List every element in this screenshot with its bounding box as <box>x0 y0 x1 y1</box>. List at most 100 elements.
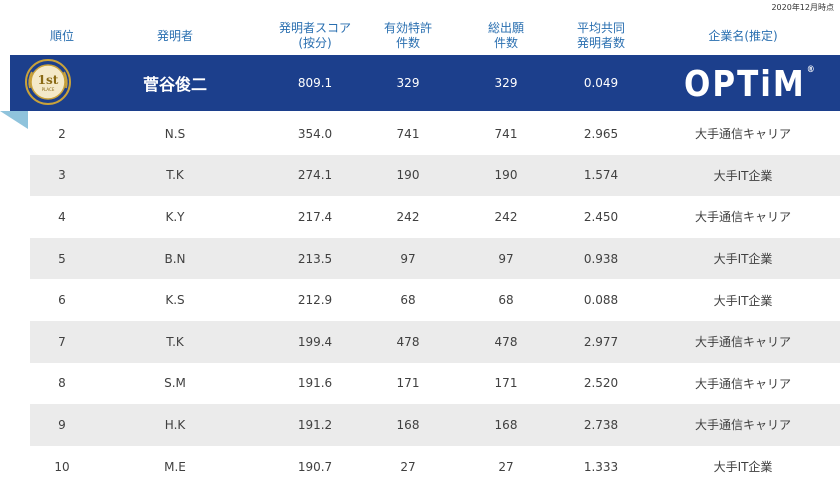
header-inventor: 発明者 <box>156 28 193 43</box>
row-rank: 6 <box>58 293 66 308</box>
row-rank: 7 <box>58 334 66 349</box>
header-score: 発明者スコア (按分) <box>270 21 360 51</box>
table-row: 4 K.Y 217.4 242 242 2.450 大手通信キャリア <box>0 196 840 238</box>
header-patents: 有効特許 件数 <box>375 21 441 51</box>
row-company: 大手IT企業 <box>713 293 773 308</box>
row-coinventors: 2.520 <box>583 376 619 391</box>
table-row: 8 S.M 191.6 171 171 2.520 大手通信キャリア <box>0 363 840 405</box>
row-score: 191.6 <box>297 376 333 391</box>
row-score: 354.0 <box>297 126 333 141</box>
table-row: 9 H.K 191.2 168 168 2.738 大手通信キャリア <box>30 404 840 446</box>
row-patents: 190 <box>396 168 420 183</box>
date-note: 2020年12月時点 <box>771 3 834 12</box>
first-inventor: 菅谷俊二 <box>142 75 207 94</box>
row-company: 大手通信キャリア <box>694 335 791 350</box>
row-score: 212.9 <box>297 293 333 308</box>
row-applications: 97 <box>498 251 514 266</box>
row-score: 217.4 <box>297 209 333 224</box>
row-company: 大手IT企業 <box>713 168 773 183</box>
row-company: 大手通信キャリア <box>694 376 791 391</box>
table-header: 順位 発明者 発明者スコア (按分) 有効特許 件数 総出願 件数 平均共同 発… <box>0 16 840 56</box>
table-row: 6 K.S 212.9 68 68 0.088 大手IT企業 <box>0 279 840 321</box>
header-patents-line2: 件数 <box>395 36 420 50</box>
row-coinventors: 0.938 <box>583 251 619 266</box>
header-rank: 順位 <box>49 28 74 43</box>
row-applications: 242 <box>494 209 518 224</box>
medal-sub-text: PLACE <box>42 87 55 92</box>
table-row: 10 M.E 190.7 27 27 1.333 大手IT企業 <box>0 446 840 487</box>
row-inventor: B.N <box>164 251 186 266</box>
row-patents: 68 <box>400 293 416 308</box>
row-company: 大手通信キャリア <box>694 418 791 433</box>
row-patents: 171 <box>396 376 420 391</box>
row-coinventors: 1.574 <box>583 168 619 183</box>
ribbon-fold <box>0 111 28 129</box>
row-rank: 3 <box>58 168 66 183</box>
row-rank: 4 <box>58 209 66 224</box>
header-score-line2: (按分) <box>298 36 332 50</box>
row-score: 190.7 <box>297 459 333 474</box>
row-patents: 27 <box>400 459 416 474</box>
row-applications: 190 <box>494 168 518 183</box>
row-score: 274.1 <box>297 168 333 183</box>
row-inventor: K.S <box>165 293 185 308</box>
header-coinventors: 平均共同 発明者数 <box>560 21 642 51</box>
header-applications: 総出願 件数 <box>473 21 539 51</box>
medal-text: 1st <box>38 73 59 87</box>
row-patents: 97 <box>400 251 416 266</box>
row-patents: 478 <box>396 334 420 349</box>
row-score: 213.5 <box>297 251 333 266</box>
first-coinventors: 0.049 <box>583 76 619 90</box>
row-inventor: H.K <box>164 417 186 432</box>
row-applications: 171 <box>494 376 518 391</box>
row-company: 大手IT企業 <box>713 460 773 475</box>
row-inventor: K.Y <box>165 209 185 224</box>
row-coinventors: 2.450 <box>583 209 619 224</box>
row-company: 大手IT企業 <box>713 252 773 267</box>
row-coinventors: 1.333 <box>583 459 619 474</box>
table-row: 3 T.K 274.1 190 190 1.574 大手IT企業 <box>30 154 840 197</box>
header-patents-line1: 有効特許 <box>383 21 432 35</box>
row-applications: 478 <box>494 334 518 349</box>
table-row: 2 N.S 354.0 741 741 2.965 大手通信キャリア <box>0 113 840 155</box>
first-patents: 329 <box>396 76 420 90</box>
optim-logo-mark: ® <box>806 64 815 75</box>
row-applications: 68 <box>498 293 514 308</box>
first-place-medal-icon: 1st PLACE <box>25 59 71 105</box>
table-row: 5 B.N 213.5 97 97 0.938 大手IT企業 <box>30 237 840 280</box>
header-coinventors-line2: 発明者数 <box>576 36 625 50</box>
row-coinventors: 2.965 <box>583 126 619 141</box>
row-patents: 242 <box>396 209 420 224</box>
row-inventor: S.M <box>164 376 186 391</box>
row-coinventors: 2.977 <box>583 334 619 349</box>
row-score: 199.4 <box>297 334 333 349</box>
row-score: 191.2 <box>297 417 333 432</box>
row-applications: 27 <box>498 459 514 474</box>
row-patents: 168 <box>396 417 420 432</box>
row-coinventors: 2.738 <box>583 417 619 432</box>
row-rank: 2 <box>58 126 66 141</box>
row-applications: 168 <box>494 417 518 432</box>
header-applications-line2: 件数 <box>493 36 518 50</box>
row-rank: 9 <box>58 417 66 432</box>
row-inventor: M.E <box>164 459 186 474</box>
header-company: 企業名(推定) <box>708 28 778 43</box>
optim-logo: OPTiM® <box>684 64 815 105</box>
row-coinventors: 0.088 <box>583 293 619 308</box>
first-applications: 329 <box>494 76 518 90</box>
header-applications-line1: 総出願 <box>487 21 524 35</box>
first-place-row: 菅谷俊二 809.1 329 329 0.049 <box>10 55 840 111</box>
header-coinventors-line1: 平均共同 <box>576 21 625 35</box>
row-inventor: T.K <box>166 334 184 349</box>
first-score: 809.1 <box>297 76 333 90</box>
table-row: 7 T.K 199.4 478 478 2.977 大手通信キャリア <box>30 321 840 363</box>
row-applications: 741 <box>494 126 518 141</box>
row-patents: 741 <box>396 126 420 141</box>
row-rank: 8 <box>58 376 66 391</box>
row-rank: 10 <box>54 459 70 474</box>
optim-logo-text: OPTiM <box>684 64 806 106</box>
row-company: 大手通信キャリア <box>694 127 791 142</box>
row-company: 大手通信キャリア <box>694 210 791 225</box>
row-inventor: T.K <box>166 168 184 183</box>
row-inventor: N.S <box>164 126 186 141</box>
